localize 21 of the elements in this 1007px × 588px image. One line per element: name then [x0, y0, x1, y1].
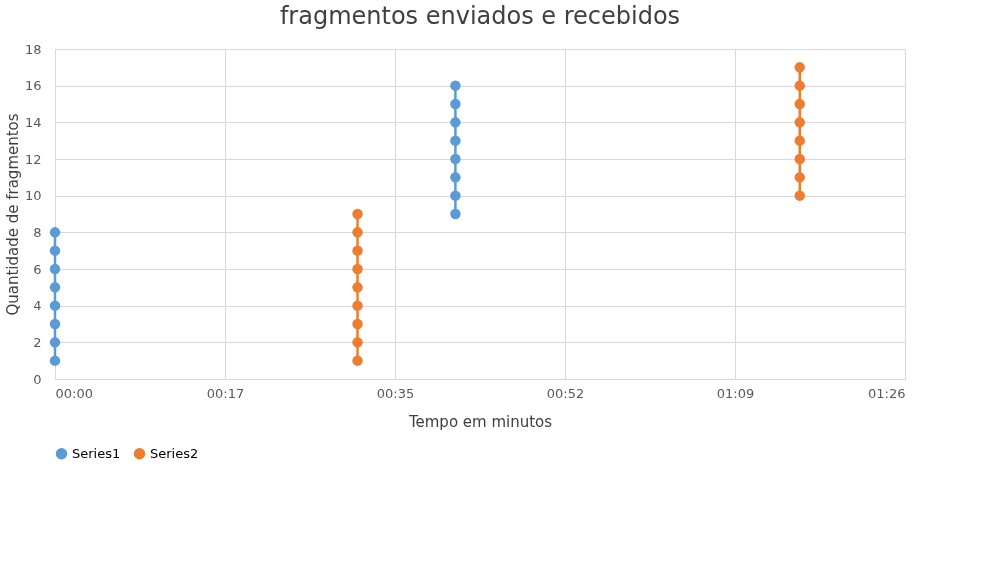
legend-label: Series2 [150, 445, 199, 461]
y-tick-label: 8 [33, 224, 42, 240]
x-axis-title: Tempo em minutos [407, 412, 553, 431]
legend-label: Series1 [72, 445, 121, 461]
y-tick-label: 6 [33, 261, 42, 277]
y-axis-title: Quantidade de fragmentos [3, 113, 22, 316]
y-tick-label: 14 [24, 114, 42, 130]
x-tick-label: 00:17 [206, 385, 245, 401]
x-tick-label: 00:52 [546, 385, 585, 401]
y-tick-label: 10 [24, 188, 42, 204]
y-tick-label: 16 [24, 78, 42, 94]
y-tick-label: 0 [33, 371, 42, 387]
x-tick-label: 01:26 [868, 385, 906, 401]
y-tick-label: 12 [24, 151, 42, 167]
y-tick-label: 18 [24, 41, 42, 57]
y-tick-label: 4 [33, 298, 42, 314]
x-tick-label: 00:35 [376, 385, 415, 401]
chart-title: fragmentos enviados e recebidos [279, 2, 681, 30]
y-tick-label: 2 [33, 334, 42, 350]
x-tick-label: 01:09 [716, 385, 755, 401]
x-tick-label: 00:00 [55, 385, 93, 401]
